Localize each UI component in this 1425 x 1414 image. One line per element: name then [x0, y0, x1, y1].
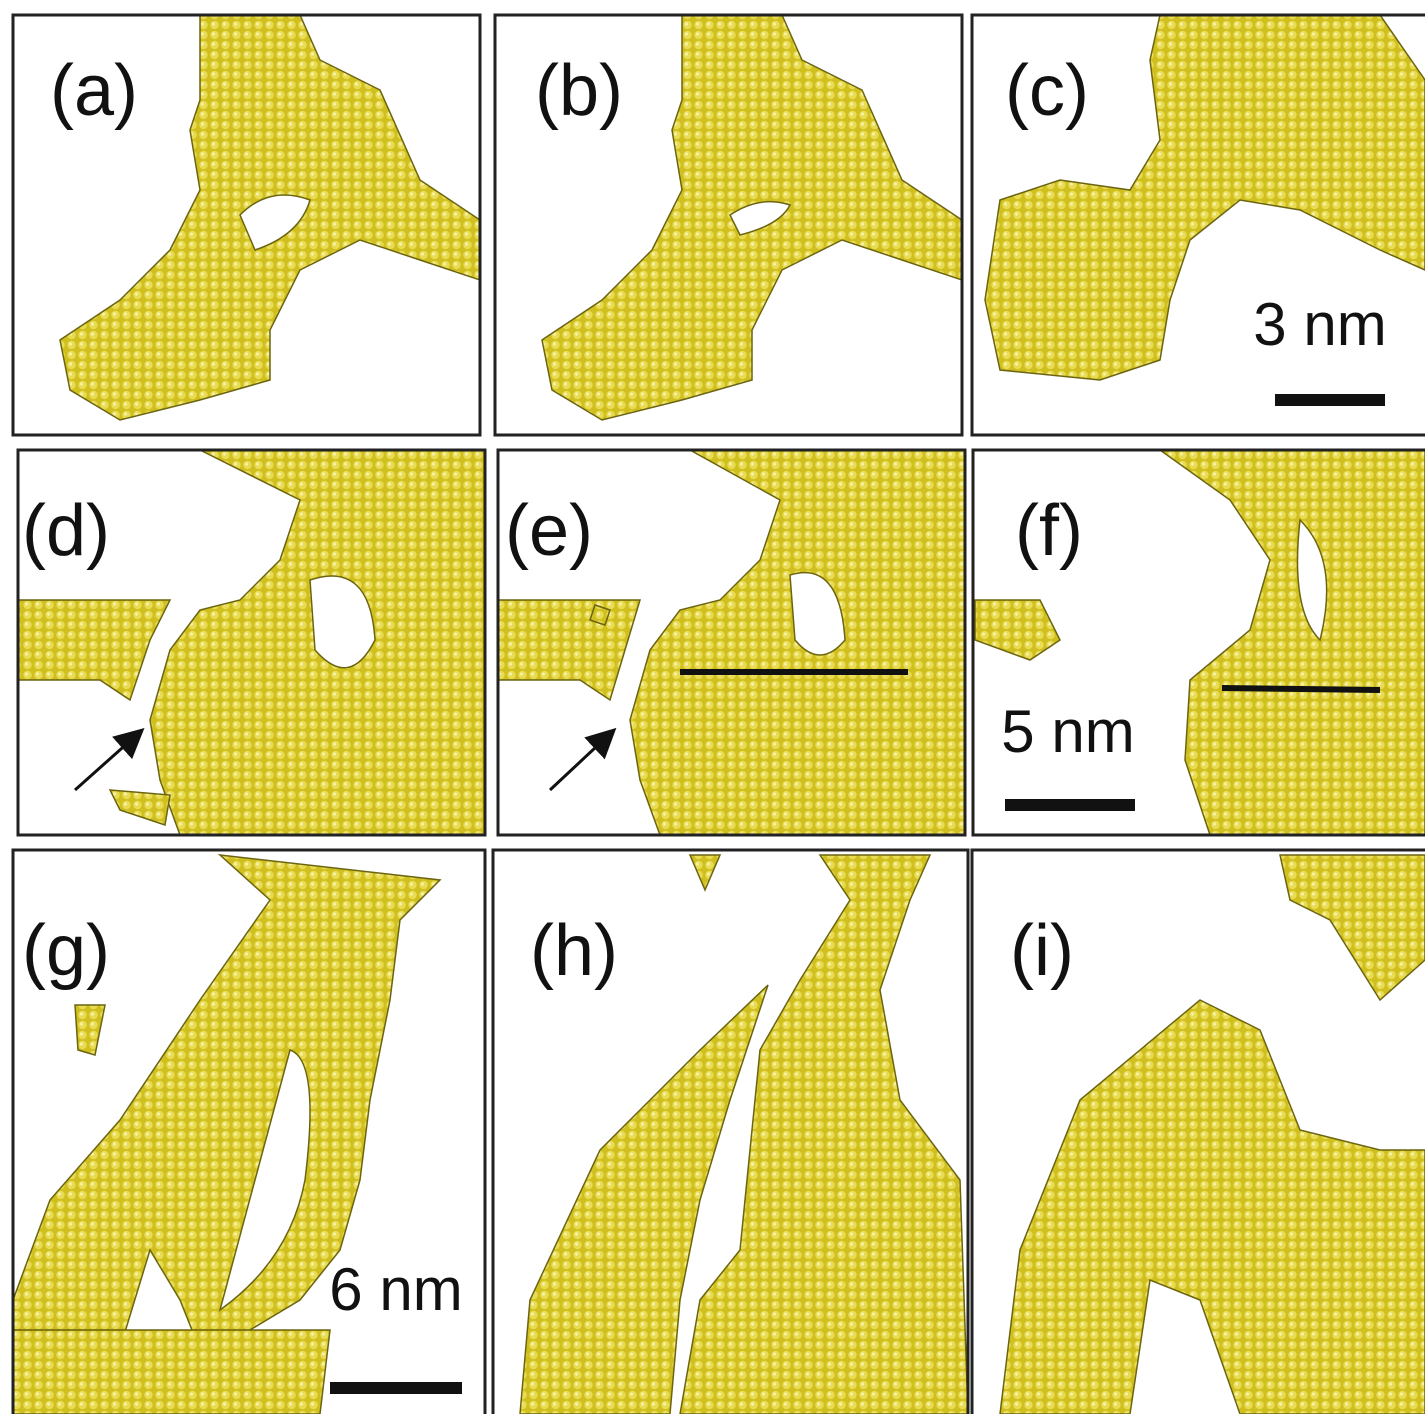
scale-bar-label: 6 nm — [329, 1256, 462, 1323]
scale-bar-label: 3 nm — [1253, 291, 1386, 358]
panel-label: (g) — [22, 911, 110, 991]
nanostructure — [680, 855, 968, 1414]
nanostructure — [975, 600, 1060, 660]
panel: (f) 5 nm — [973, 450, 1425, 835]
nanostructure — [110, 790, 170, 825]
nanostructure — [1160, 450, 1425, 835]
figure: (a) (b) (c) 3 nm (d) (e) (f) 5 nm (g) 6 nm (h) (i) — [0, 0, 1425, 1414]
marker-line — [1222, 688, 1380, 690]
nanostructure — [18, 600, 170, 700]
scale-bar — [1275, 394, 1385, 406]
scale-bar-label: 5 nm — [1001, 698, 1134, 765]
panel: (h) — [493, 850, 968, 1414]
panel: (a) — [13, 15, 480, 435]
nanostructure — [498, 600, 640, 700]
panel: (i) — [972, 850, 1425, 1414]
nanostructure — [1280, 855, 1425, 1000]
panel-label: (h) — [530, 911, 618, 991]
arrow — [550, 732, 612, 790]
scale-bar — [1005, 799, 1135, 811]
nanostructure — [1000, 1000, 1425, 1414]
panel: (g) 6 nm — [13, 850, 485, 1414]
panel: (d) — [18, 450, 485, 835]
panel-label: (b) — [535, 51, 623, 131]
panel: (c) 3 nm — [972, 15, 1425, 435]
panel-label: (f) — [1015, 491, 1083, 571]
nanostructure — [690, 855, 720, 890]
panel-label: (e) — [505, 491, 593, 571]
panel-label: (c) — [1005, 51, 1089, 131]
panel-label: (i) — [1010, 911, 1074, 991]
nanostructure — [75, 1005, 105, 1055]
panel: (e) — [498, 450, 965, 835]
nanostructure — [13, 1330, 330, 1414]
scale-bar — [330, 1382, 462, 1394]
panel-label: (a) — [50, 51, 138, 131]
panel: (b) — [495, 15, 962, 435]
arrow — [75, 732, 140, 790]
panel-label: (d) — [22, 491, 110, 571]
